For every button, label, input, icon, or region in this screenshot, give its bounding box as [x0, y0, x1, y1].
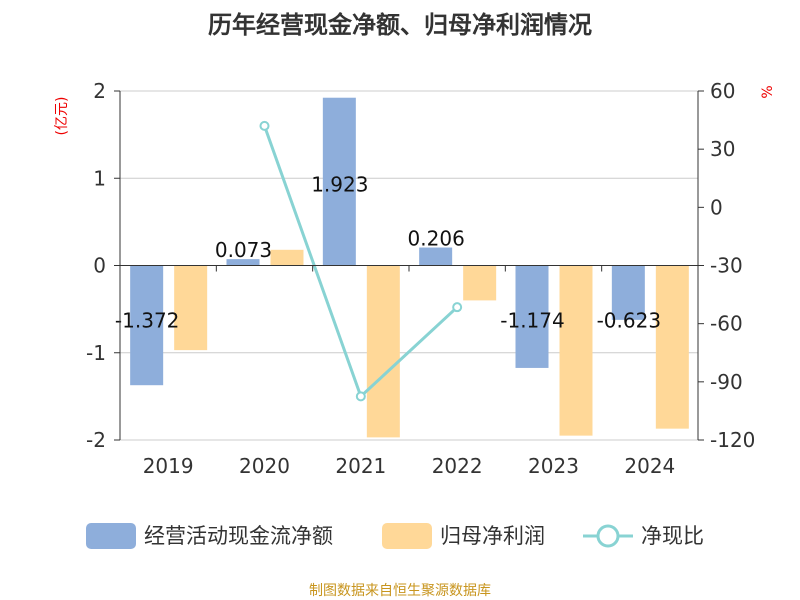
y-tick-label: -2	[86, 428, 106, 452]
bar-value-label: -1.372	[115, 309, 179, 333]
y2-tick-label: 30	[710, 137, 735, 161]
y-tick-label: 1	[93, 166, 106, 190]
bar-net-profit	[270, 249, 304, 266]
x-tick-label: 2022	[432, 454, 483, 478]
x-tick-label: 2020	[239, 454, 290, 478]
bar-value-label: 0.206	[408, 227, 465, 251]
bar-cash-flow	[419, 247, 453, 266]
legend-swatch-net-profit	[382, 523, 432, 549]
y2-tick-label: -60	[710, 312, 743, 336]
x-tick-label: 2023	[528, 454, 579, 478]
bar-cash-flow	[322, 97, 356, 266]
y-axis-label: (亿元)	[54, 97, 70, 136]
y-tick-label: -1	[86, 341, 106, 365]
y2-tick-label: -120	[710, 428, 755, 452]
y2-tick-label: 60	[710, 79, 735, 103]
legend-label-net-profit: 归母净利润	[440, 524, 545, 548]
y2-axis-label: %	[760, 85, 776, 98]
ratio-point	[259, 120, 270, 131]
x-tick-label: 2024	[624, 454, 675, 478]
legend-label-cash-flow: 经营活动现金流净额	[144, 524, 333, 548]
y-tick-label: 2	[93, 79, 106, 103]
bar-value-label: -0.623	[597, 309, 661, 333]
bar-value-label: 1.923	[311, 173, 368, 197]
bar-cash-flow	[515, 265, 549, 368]
bar-value-label: -1.174	[500, 309, 564, 333]
bar-cash-flow	[130, 265, 164, 386]
x-tick-label: 2021	[335, 454, 386, 478]
x-tick-label: 2019	[143, 454, 194, 478]
y2-tick-label: -30	[710, 254, 743, 278]
legend-swatch-cash-flow	[86, 523, 136, 549]
y2-tick-label: 0	[710, 195, 723, 219]
y-tick-label: 0	[93, 254, 106, 278]
bar-net-profit	[174, 265, 208, 351]
bar-net-profit	[559, 265, 593, 436]
chart-title: 历年经营现金净额、归母净利润情况	[208, 11, 592, 39]
bar-net-profit	[655, 265, 689, 429]
bar-net-profit	[366, 265, 400, 438]
ratio-point	[355, 391, 366, 402]
bar-value-label: 0.073	[215, 238, 272, 262]
ratio-point	[452, 302, 463, 313]
source-note: 制图数据来自恒生聚源数据库	[309, 583, 491, 599]
legend-label-ratio: 净现比	[641, 524, 704, 548]
legend-ratio-marker	[596, 524, 620, 548]
y2-tick-label: -90	[710, 370, 743, 394]
bar-cash-flow	[226, 259, 260, 266]
bar-net-profit	[463, 265, 497, 301]
bar-cash-flow	[611, 265, 645, 320]
